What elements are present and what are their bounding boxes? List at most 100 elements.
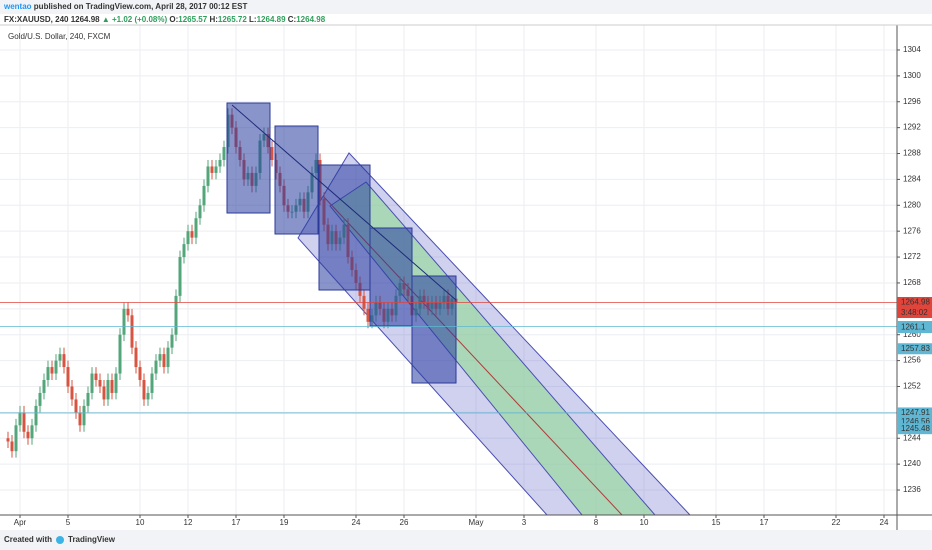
candle-body	[270, 147, 274, 160]
y-tick-label: 1296	[903, 97, 921, 106]
candle-body	[42, 380, 46, 393]
price-badge-label: 1261.1	[901, 323, 926, 332]
candle-body	[142, 380, 146, 400]
price-badge-label: 1245.48	[901, 424, 930, 433]
candle-body	[126, 308, 130, 316]
candle-body	[26, 431, 30, 439]
x-tick-label: 22	[832, 518, 841, 527]
axis: 1236124012441248125212561260126412681272…	[14, 45, 932, 527]
author[interactable]: wentao	[3, 2, 32, 11]
candle-body	[78, 412, 82, 426]
candle-body	[50, 367, 54, 374]
y-tick-label: 1236	[903, 485, 921, 494]
logo	[56, 536, 64, 544]
y-tick-label: 1240	[903, 459, 921, 468]
candle-body	[110, 380, 114, 393]
box	[226, 102, 271, 214]
boxes	[226, 102, 457, 384]
candle-body	[106, 380, 110, 400]
candle-body	[146, 392, 150, 400]
x-tick-label: 17	[232, 518, 241, 527]
candle-body	[94, 373, 98, 381]
x-tick-label: 17	[760, 518, 769, 527]
candle-body	[366, 308, 370, 322]
candle-body	[66, 367, 70, 387]
box	[274, 125, 319, 235]
countdown: 3:48:02	[901, 308, 928, 317]
candle-body	[134, 347, 138, 368]
y-tick-label: 1244	[903, 433, 921, 442]
low: 1264.89	[257, 15, 286, 24]
price-badge	[897, 416, 932, 428]
y-tick-label: 1276	[903, 226, 921, 235]
x-tick-label: 5	[66, 518, 71, 527]
x-tick-label: 24	[352, 518, 361, 527]
candle-body	[98, 380, 102, 387]
candle-body	[22, 412, 26, 432]
candle-body	[190, 231, 194, 238]
candle-body	[218, 159, 222, 167]
price-axis-bg	[897, 25, 932, 530]
candle-body	[122, 308, 126, 335]
candle-body	[82, 405, 86, 426]
price-badge	[897, 322, 932, 334]
candle-body	[118, 334, 122, 374]
symbol: FX:XAUUSD, 240	[4, 15, 69, 24]
levels	[0, 302, 897, 414]
candle-body	[90, 373, 94, 393]
candle-body	[206, 166, 210, 186]
candle-body	[18, 412, 22, 426]
candle-body	[138, 367, 142, 381]
price-badge	[897, 423, 932, 435]
candle-body	[182, 244, 186, 258]
l-label: L:	[249, 15, 257, 24]
x-tick-label: Apr	[14, 518, 27, 527]
price-badge-label: 1264.98	[901, 298, 930, 307]
candle-body	[174, 295, 178, 335]
footer-brand[interactable]: TradingView	[68, 535, 116, 544]
price-badge-label: 1246.56	[901, 417, 930, 426]
high: 1265.72	[218, 15, 247, 24]
candle-body	[210, 166, 214, 173]
y-tick-label: 1288	[903, 149, 921, 158]
x-tick-label: 24	[880, 518, 889, 527]
x-tick-label: 19	[280, 518, 289, 527]
top-bar	[0, 0, 932, 14]
y-tick-label: 1272	[903, 252, 921, 261]
candle-body	[166, 347, 170, 368]
c-label: C:	[288, 15, 296, 24]
x-tick-label: 3	[522, 518, 527, 527]
x-tick-label: 15	[712, 518, 721, 527]
candle-body	[158, 354, 162, 361]
last: 1264.98	[71, 15, 100, 24]
y-tick-label: 1260	[903, 330, 921, 339]
y-tick-label: 1304	[903, 45, 921, 54]
candle-body	[114, 373, 118, 393]
y-tick-label: 1280	[903, 200, 921, 209]
candle-body	[186, 231, 190, 245]
quote-line: FX:XAUUSD, 240 1264.98 ▲ +1.02 (+0.08%) …	[4, 15, 326, 24]
candle-body	[130, 315, 134, 348]
price-badge	[897, 296, 932, 308]
candle-body	[54, 360, 58, 374]
y-tick-label: 1252	[903, 382, 921, 391]
countdown-badge	[897, 307, 932, 318]
y-tick-label: 1292	[903, 123, 921, 132]
price-badge-label: 1247.91	[901, 408, 930, 417]
candle-body	[194, 218, 198, 238]
box	[369, 227, 413, 327]
candle-body	[38, 392, 42, 406]
change: ▲ +1.02 (+0.08%)	[102, 15, 168, 24]
candle-body	[170, 334, 174, 348]
candle-body	[62, 354, 66, 368]
box	[411, 275, 457, 384]
trend-line	[231, 104, 457, 301]
h-label: H:	[209, 15, 217, 24]
candle-body	[14, 425, 18, 452]
candle-body	[154, 360, 158, 374]
footer-bar	[0, 530, 932, 550]
price-badge-label: 1257.83	[901, 344, 930, 353]
x-tick-label: 8	[594, 518, 599, 527]
candle-body	[10, 441, 14, 452]
